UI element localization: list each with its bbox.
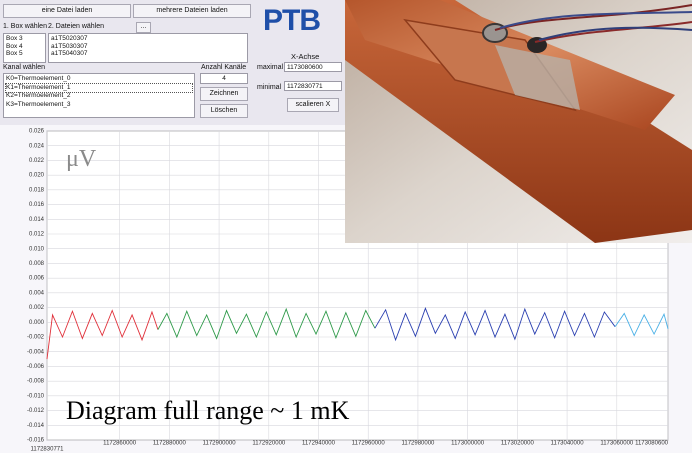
y-tick-label: -0.008 [27,379,45,385]
x-tick-label: 1173080600 [635,441,669,447]
file-item[interactable]: a1T5040307 [51,50,245,58]
y-tick-label: 0.022 [29,158,45,164]
load-files-button[interactable]: mehrere Dateien laden [133,4,251,18]
y-tick-label: -0.006 [27,364,45,370]
y-tick-label: 0.004 [29,290,45,296]
y-tick-label: 0.014 [29,217,45,223]
x-tick-label: 1172860000 [103,441,137,447]
draw-button[interactable]: Zeichnen [200,87,248,101]
channel-list[interactable]: K0=Thermoelement_0 K1=Thermoelement_1 K2… [3,73,195,118]
y-tick-label: -0.012 [27,408,45,414]
y-tick-label: -0.004 [27,349,45,355]
page: {"ui": { "buttons": {"single": "eine Dat… [0,0,692,453]
y-tick-label: 0.008 [29,261,45,267]
max-input[interactable]: 1173080600 [284,62,342,72]
x-tick-label: 1172880000 [153,441,187,447]
y-tick-label: -0.014 [27,423,45,429]
file-item[interactable]: a1T5030307 [51,43,245,51]
x-tick-label: 1173040000 [551,441,585,447]
x-tick-label: 1173000000 [451,441,485,447]
axis-panel: PTB X-Achse maximal 1173080600 minimal 1… [255,0,345,125]
control-panel: eine Datei laden mehrere Dateien laden 1… [0,0,255,125]
x-tick-label: 1173060000 [600,441,634,447]
logo: PTB [263,4,320,38]
range-annotation: Diagram full range ~ 1 mK [66,396,349,426]
x-tick-label: 1172900000 [203,441,237,447]
box-item[interactable]: Box 5 [6,50,43,58]
channel-item[interactable]: K0=Thermoelement_0 [6,75,192,84]
channel-count-label: Anzahl Kanäle [201,64,246,71]
photo [345,0,692,243]
x-tick-label: 1172830771 [31,447,65,453]
y-tick-label: 0.016 [29,202,45,208]
y-tick-label: 0.012 [29,232,45,238]
box-list[interactable]: Box 3 Box 4 Box 5 [3,33,46,63]
x-tick-label: 1172960000 [352,441,386,447]
channel-item[interactable]: K3=Thermoelement_3 [6,101,192,110]
unit-annotation: μV [66,146,96,173]
y-tick-label: -0.010 [27,393,45,399]
box-item[interactable]: Box 4 [6,43,43,51]
x-tick-label: 1172940000 [302,441,336,447]
load-file-button[interactable]: eine Datei laden [3,4,131,18]
files-label: 2. Dateien wählen [48,23,104,30]
max-label: maximal [257,64,283,71]
browse-button[interactable]: ... [136,22,151,33]
scale-button[interactable]: scalieren X [287,98,339,112]
y-tick-label: 0.006 [29,276,45,282]
y-tick-label: 0.018 [29,187,45,193]
file-item[interactable]: a1T5020307 [51,35,245,43]
x-tick-label: 1172920000 [252,441,286,447]
y-tick-label: 0.024 [29,143,45,149]
y-tick-label: 0.010 [29,246,45,252]
channel-item[interactable]: K1=Thermoelement_1 [6,84,192,93]
y-tick-label: -0.016 [27,438,45,444]
channel-count[interactable]: 4 [200,73,248,84]
x-tick-label: 1172980000 [401,441,435,447]
channel-label: Kanal wählen [3,64,45,71]
min-label: minimal [257,84,281,91]
box-label: 1. Box wählen [3,23,47,30]
min-input[interactable]: 1172830771 [284,81,342,91]
y-tick-label: 0.000 [29,320,45,326]
y-tick-label: -0.002 [27,335,45,341]
y-tick-label: 0.026 [29,129,45,135]
channel-item[interactable]: K2=Thermoelement_2 [6,92,192,101]
file-list[interactable]: a1T5020307 a1T5030307 a1T5040307 [48,33,248,63]
clear-button[interactable]: Löschen [200,104,248,118]
box-item[interactable]: Box 3 [6,35,43,43]
y-tick-label: 0.002 [29,305,45,311]
x-tick-label: 1173020000 [501,441,535,447]
axis-heading: X-Achse [291,52,319,61]
y-tick-label: 0.020 [29,173,45,179]
